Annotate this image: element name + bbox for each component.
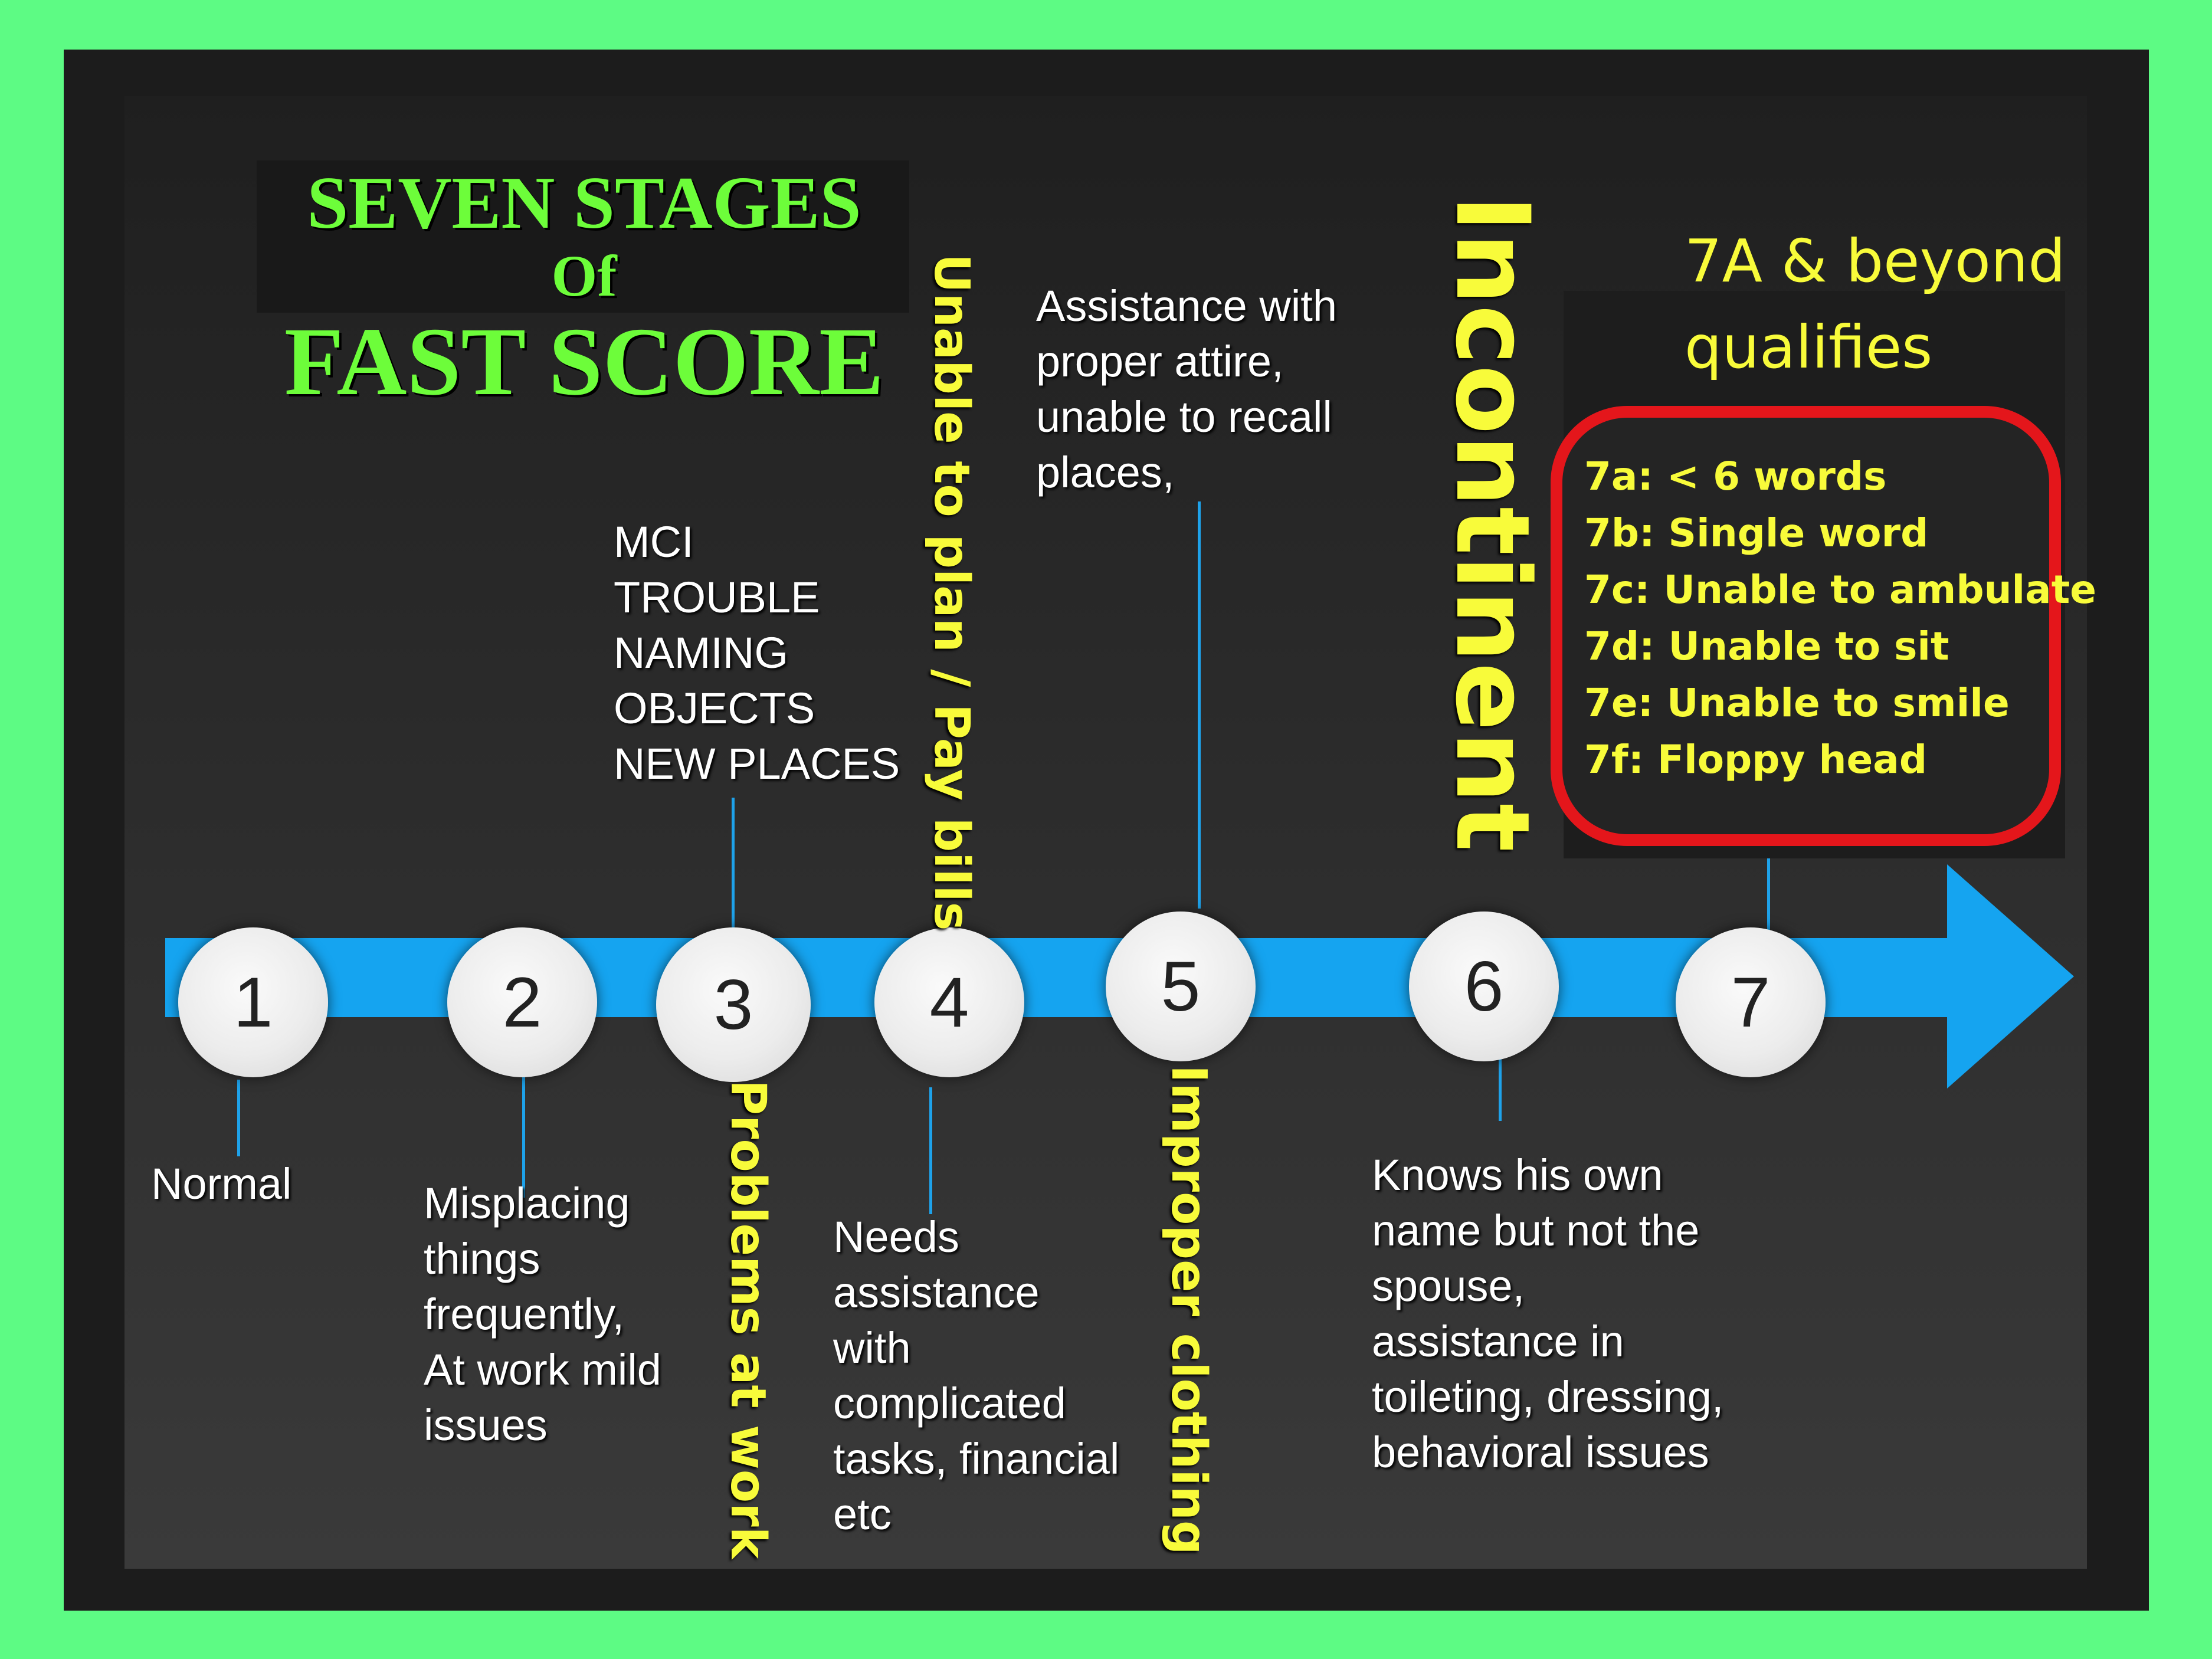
- stage-4-line: tasks, financial: [833, 1434, 1120, 1483]
- stage-6-description: Knows his own name but not the spouse, a…: [1372, 1147, 1723, 1480]
- stage-2-line: At work mild: [424, 1345, 661, 1394]
- connector-line-stage-5: [1198, 501, 1201, 909]
- stage-2-line: frequently,: [424, 1290, 625, 1339]
- stage-2-description: Misplacing things frequently, At work mi…: [424, 1176, 661, 1453]
- stage-5-description: Assistance with proper attire, unable to…: [1036, 278, 1337, 500]
- stage-2-line: Misplacing: [424, 1179, 630, 1228]
- stage-node-4: 4: [874, 927, 1024, 1077]
- stage-node-3: 3: [656, 927, 811, 1082]
- connector-line-stage-7: [1767, 858, 1770, 938]
- stage-6-line: name but not the: [1372, 1206, 1700, 1255]
- stage-7-header-line: qualifies: [1685, 313, 1933, 382]
- title-line-2: Of: [551, 243, 617, 309]
- stage-3-line: TROUBLE: [614, 573, 820, 622]
- stage-5-line: unable to recall: [1036, 392, 1332, 441]
- stage-6-line: assistance in: [1372, 1317, 1624, 1366]
- stage-5-line: places,: [1036, 448, 1175, 497]
- substage-item: 7d: Unable to sit: [1584, 624, 1949, 669]
- stage-5-line: Assistance with: [1036, 281, 1337, 330]
- connector-line-stage-6: [1499, 1056, 1502, 1121]
- stage-3-line: MCI: [614, 517, 694, 566]
- stage-2-line: issues: [424, 1401, 548, 1450]
- stage-node-5: 5: [1106, 912, 1256, 1061]
- stage-6-line: behavioral issues: [1372, 1428, 1709, 1477]
- stage-3-line: NAMING: [614, 628, 788, 677]
- stage-node-2: 2: [447, 927, 597, 1077]
- title-line-1: SEVEN STAGES: [307, 162, 861, 244]
- connector-line-stage-1: [237, 1080, 240, 1156]
- stage-node-1: 1: [178, 927, 328, 1077]
- connector-line-stage-3: [732, 798, 735, 936]
- stage-node-6: 6: [1409, 912, 1559, 1061]
- stage-2-line: things: [424, 1234, 540, 1283]
- stage-4-line: complicated: [833, 1379, 1066, 1428]
- title-box: [257, 160, 909, 313]
- stage-4-line: with: [833, 1323, 911, 1372]
- stage-6-line: Knows his own: [1372, 1150, 1663, 1199]
- stage-7-header: 7A & beyond qualifies: [1685, 218, 2066, 391]
- substage-item: 7b: Single word: [1584, 510, 1929, 556]
- substage-item: 7a: < 6 words: [1584, 454, 1887, 499]
- stage-3-description: MCI TROUBLE NAMING OBJECTS NEW PLACES: [614, 514, 900, 792]
- stage-6-line: toileting, dressing,: [1372, 1372, 1724, 1421]
- stage-5-rotated-label: Improper clothing: [1161, 1065, 1217, 1555]
- substage-item: 7c: Unable to ambulate: [1584, 567, 2097, 612]
- stage-4-description: Needs assistance with complicated tasks,…: [833, 1209, 1119, 1542]
- stage-7-substages-list: 7a: < 6 words 7b: Single word 7c: Unable…: [1584, 448, 2096, 788]
- stage-node-7: 7: [1676, 927, 1826, 1077]
- stage-3-line: NEW PLACES: [614, 739, 900, 788]
- stage-3-rotated-label: Problems at work: [720, 1080, 776, 1559]
- stage-6-rotated-label: Incontinent: [1433, 195, 1552, 852]
- stage-6-line: spouse,: [1372, 1261, 1525, 1310]
- substage-item: 7f: Floppy head: [1584, 737, 1928, 782]
- timeline-arrow-head: [1947, 864, 2074, 1088]
- stage-7-substages-box: [1551, 406, 2061, 846]
- connector-line-stage-4: [929, 1087, 932, 1214]
- substage-item: 7e: Unable to smile: [1584, 680, 2010, 726]
- stage-1-line: Normal: [151, 1159, 292, 1208]
- stage-7-header-line: 7A & beyond: [1685, 227, 2066, 296]
- stage-3-line: OBJECTS: [614, 684, 815, 733]
- stage-4-line: Needs: [833, 1212, 959, 1261]
- stage-1-description: Normal: [151, 1156, 291, 1212]
- stage-4-line: assistance: [833, 1268, 1040, 1317]
- connector-line-stage-2: [522, 1074, 525, 1198]
- title-line-3: FAST SCORE: [284, 307, 884, 415]
- stage-5-line: proper attire,: [1036, 337, 1284, 386]
- stage-4-line: etc: [833, 1490, 892, 1539]
- stage-4-rotated-label: Unable to plan / Pay bills: [923, 254, 979, 931]
